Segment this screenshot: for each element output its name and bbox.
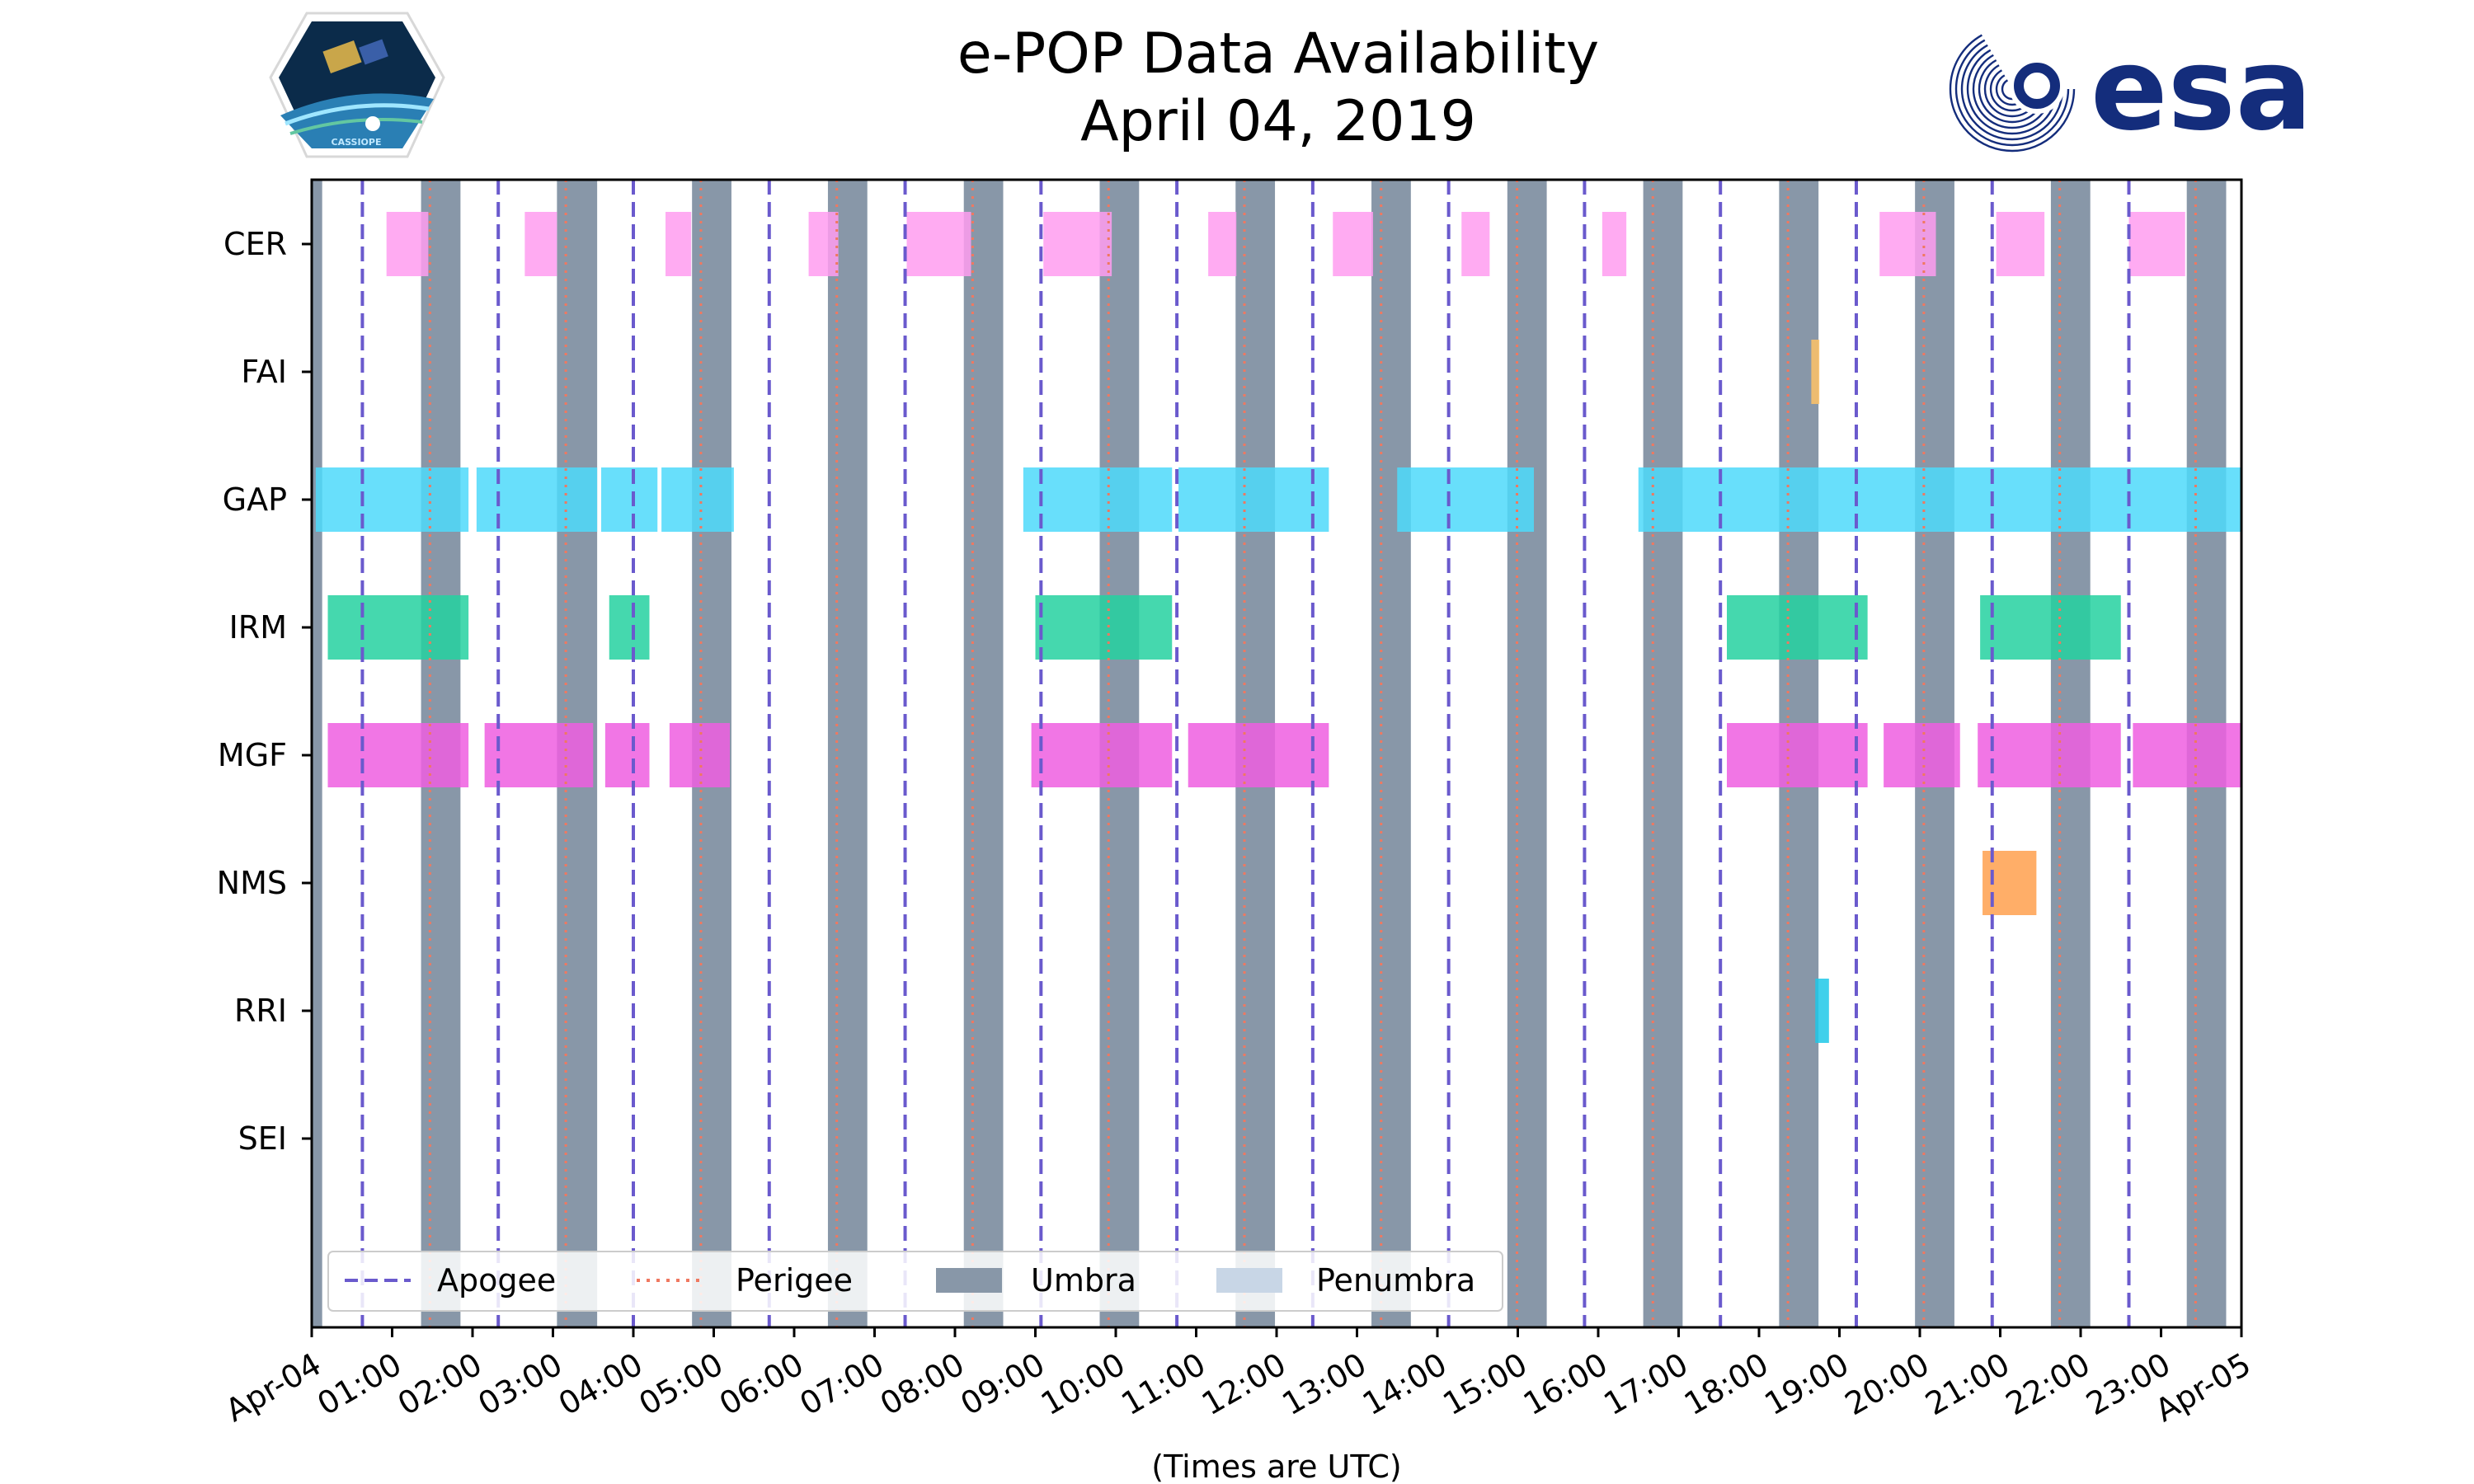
x-tick-label: 04:00 <box>553 1345 649 1422</box>
esa-swirl-ring <box>1954 31 2070 147</box>
availability-bar-cer <box>2128 212 2185 276</box>
availability-bar-mgf <box>327 723 469 787</box>
x-tick-label: 18:00 <box>1678 1345 1775 1422</box>
availability-bar-cer <box>906 212 971 276</box>
availability-bar-gap <box>1178 467 1329 532</box>
x-tick-label: 16:00 <box>1517 1345 1614 1422</box>
x-tick-label: 12:00 <box>1196 1345 1292 1422</box>
perigee-layer <box>428 180 2197 1327</box>
availability-bar-cer <box>1996 212 2045 276</box>
x-tick-label: 13:00 <box>1276 1345 1372 1422</box>
x-tick-label: Apr-04 <box>219 1345 327 1429</box>
x-tick-label: 05:00 <box>633 1345 729 1422</box>
y-axis: CER FAI GAP IRM MGF NMS RRI SEI <box>217 226 312 1157</box>
availability-bar-fai <box>1811 340 1820 404</box>
availability-bar-cer <box>808 212 839 276</box>
availability-bar-mgf <box>1188 723 1329 787</box>
x-axis-label: (Times are UTC) <box>1151 1449 1401 1484</box>
umbra-band <box>963 180 1004 1327</box>
x-tick-label: 15:00 <box>1437 1345 1533 1422</box>
x-tick-label: 09:00 <box>954 1345 1051 1422</box>
availability-bar-gap <box>1023 467 1173 532</box>
x-axis: Apr-0401:0002:0003:0004:0005:0006:0007:0… <box>219 1327 2257 1429</box>
chart-subtitle: April 04, 2019 <box>1080 89 1476 154</box>
y-tick-label: RRI <box>234 993 287 1029</box>
bars-layer <box>315 212 2241 1043</box>
availability-bar-irm <box>1727 595 1868 660</box>
y-tick-label: GAP <box>223 481 287 518</box>
esa-logo: esa <box>1949 23 2312 156</box>
legend-umbra-swatch <box>936 1268 1002 1293</box>
x-tick-label: 20:00 <box>1839 1345 1935 1422</box>
legend-umbra-label: Umbra <box>1031 1262 1136 1298</box>
y-tick-label: SEI <box>238 1120 287 1157</box>
availability-bar-mgf <box>1978 723 2121 787</box>
x-tick-label: 07:00 <box>793 1345 890 1422</box>
availability-bar-cer <box>1333 212 1373 276</box>
availability-bar-mgf <box>2133 723 2241 787</box>
x-tick-label: 11:00 <box>1115 1345 1211 1422</box>
availability-bar-gap <box>315 467 469 532</box>
x-tick-label: 01:00 <box>311 1345 407 1422</box>
legend-perigee-label: Perigee <box>736 1262 853 1298</box>
esa-swirl-ring <box>1949 26 2076 153</box>
x-tick-label: 08:00 <box>874 1345 971 1422</box>
legend-box <box>327 1251 1503 1312</box>
umbra-band <box>1643 180 1683 1327</box>
umbra-band <box>827 180 868 1327</box>
availability-bar-cer <box>386 212 429 276</box>
x-tick-label: 22:00 <box>2000 1345 2096 1422</box>
x-tick-label: 03:00 <box>472 1345 568 1422</box>
availability-bar-irm <box>1035 595 1173 660</box>
availability-bar-mgf <box>1031 723 1173 787</box>
availability-bar-gap <box>1397 467 1534 532</box>
availability-bar-cer <box>1879 212 1936 276</box>
x-tick-label: 10:00 <box>1035 1345 1131 1422</box>
legend-penumbra-swatch <box>1216 1268 1282 1293</box>
availability-bar-irm <box>327 595 469 660</box>
umbra-band <box>312 180 322 1327</box>
x-tick-label: 02:00 <box>392 1345 488 1422</box>
availability-bar-gap <box>1638 467 2241 532</box>
umbra-band <box>1507 180 1547 1327</box>
esa-logo-text: esa <box>2091 23 2312 156</box>
x-tick-label: 17:00 <box>1597 1345 1694 1422</box>
availability-bar-cer <box>666 212 692 276</box>
esa-swirl-e <box>2014 63 2060 109</box>
availability-bar-cer <box>1461 212 1490 276</box>
x-tick-label: 19:00 <box>1758 1345 1855 1422</box>
y-tick-label: CER <box>223 226 287 262</box>
y-tick-label: IRM <box>229 609 287 646</box>
y-tick-label: FAI <box>241 354 287 390</box>
availability-bar-mgf <box>604 723 650 787</box>
availability-bar-cer <box>1602 212 1627 276</box>
umbra-band <box>1371 180 1411 1327</box>
y-tick-label: NMS <box>217 865 287 901</box>
legend: Apogee Perigee Umbra Penumbra <box>327 1251 1503 1312</box>
apogee-layer <box>360 180 2131 1327</box>
legend-apogee-label: Apogee <box>437 1262 556 1298</box>
availability-bar-rri <box>1815 979 1829 1043</box>
availability-bar-cer <box>524 212 557 276</box>
availability-bar-mgf <box>1884 723 1960 787</box>
legend-penumbra-label: Penumbra <box>1316 1262 1475 1298</box>
x-tick-label: 21:00 <box>1919 1345 2015 1422</box>
x-tick-label: 14:00 <box>1357 1345 1453 1422</box>
cassiope-logo: CASSIOPE <box>269 12 445 158</box>
availability-bar-gap <box>601 467 658 532</box>
availability-bar-irm <box>609 595 650 660</box>
chart-title: e-POP Data Availability <box>957 21 1599 87</box>
availability-bar-gap <box>661 467 734 532</box>
availability-bar-irm <box>1980 595 2121 660</box>
x-tick-label: 06:00 <box>713 1345 810 1422</box>
availability-bar-cer <box>1043 212 1112 276</box>
cassiope-logo-text: CASSIOPE <box>332 137 382 148</box>
y-tick-label: MGF <box>218 737 287 773</box>
availability-bar-mgf <box>484 723 594 787</box>
availability-bar-gap <box>476 467 598 532</box>
availability-bar-cer <box>1208 212 1237 276</box>
availability-bar-mgf <box>1727 723 1868 787</box>
